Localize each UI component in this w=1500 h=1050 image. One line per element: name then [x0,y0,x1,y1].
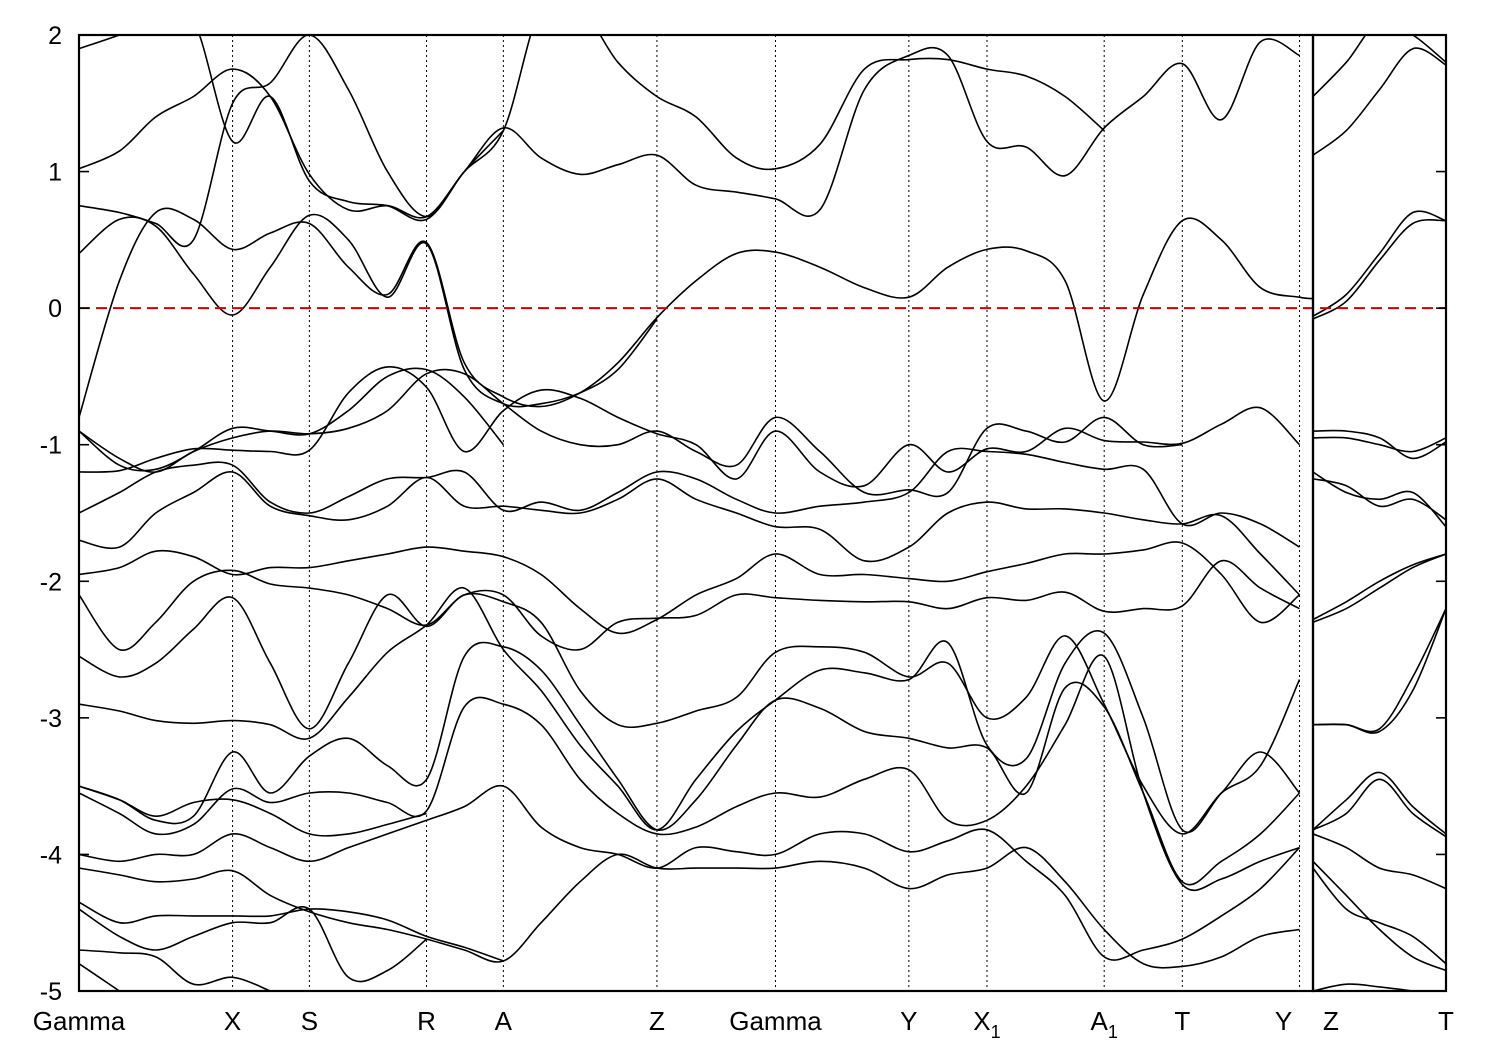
band-line [79,213,658,408]
band-line [79,368,1183,498]
y-tick-label: 2 [48,22,62,50]
band-line [1312,553,1446,624]
band-line [1312,833,1446,890]
plot-frames [77,33,1448,993]
band-line [79,949,271,991]
band-line [1312,860,1446,972]
band-line [1312,608,1446,734]
x-tick-label: R [417,1006,436,1036]
band-line [79,963,120,991]
band-line [1312,478,1446,521]
y-tick-label: 1 [48,159,62,187]
band-line [79,38,1300,219]
x-tick-label-subscript: 1 [1108,1022,1118,1042]
band-line [79,906,428,983]
band-line [79,559,1300,651]
band-line [1312,553,1446,621]
band-line [1312,608,1446,733]
band-line [79,784,1301,961]
band-line [79,846,1300,969]
x-tick-label: Y [1275,1006,1292,1036]
band-line [79,541,1301,635]
band-line [1312,429,1446,460]
band-line [1312,47,1446,156]
x-tick-label: Y [900,1006,917,1036]
x-axis-labels: Gamma X S R A Z Gamma Y X1 A1 T Y Z T [33,1006,1454,1042]
band-line [1312,219,1446,320]
x-tick-label: A [495,1006,513,1036]
x-tick-label: X [224,1006,241,1036]
band-line [1312,983,1413,991]
band-line [79,207,1314,418]
y-axis-ticks: 2 1 0 -1 -2 -3 -4 -5 [40,22,1446,1006]
y-tick-label: -2 [40,568,62,596]
band-line [1312,436,1446,453]
y-tick-label: 0 [48,295,62,323]
y-tick-label: -5 [40,978,62,1006]
x-tick-label: Z [1323,1006,1339,1036]
band-line [1312,35,1446,98]
x-tick-label: T [1174,1006,1190,1036]
x-tick-label: Gamma [729,1006,822,1036]
band-lines [79,35,1446,991]
band-line [79,587,1301,834]
x-tick-label: X1 [973,1006,1000,1042]
band-line [1312,771,1446,835]
band-line [79,654,1300,892]
x-tick-label: Z [649,1006,665,1036]
band-line [79,366,1301,488]
band-line [79,785,427,837]
y-tick-label: -4 [40,841,62,869]
x-tick-label: A1 [1091,1006,1118,1042]
y-tick-label: -3 [40,705,62,733]
band-line [79,367,505,472]
band-line [79,447,1300,548]
band-line [79,35,504,222]
x-tick-label: T [1438,1006,1454,1036]
band-line [1312,778,1446,838]
band-line [1312,867,1446,965]
x-tick-label: Gamma [33,1006,126,1036]
y-tick-label: -1 [40,432,62,460]
plot-frame [1311,33,1448,993]
band-line [79,641,1301,886]
x-tick-label: S [301,1006,318,1036]
band-line [1312,471,1446,528]
band-line [79,35,1105,248]
band-line [79,592,1301,835]
band-line [79,471,1301,596]
x-tick-label-subscript: 1 [991,1022,1001,1042]
band-line [1312,210,1446,317]
